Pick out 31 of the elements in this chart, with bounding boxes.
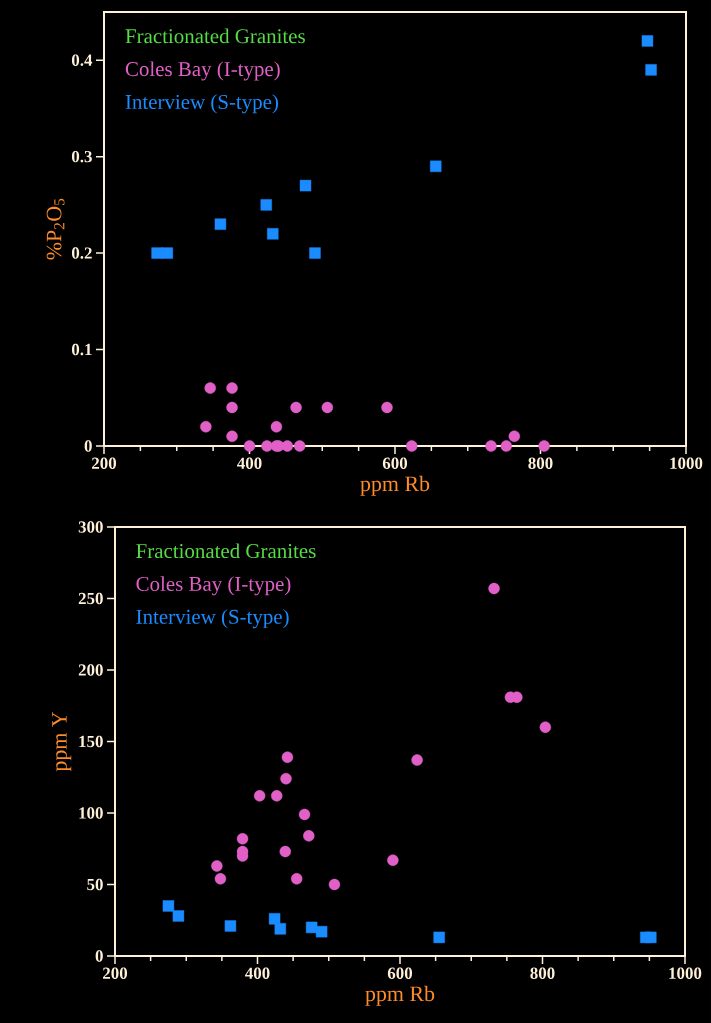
text: Interview (S-type) <box>136 609 289 629</box>
y-tick-label: 200 <box>78 664 103 676</box>
y-axis-title: %P$_{2}$O$_{5}$ <box>46 198 65 260</box>
y-tick-label: 250 <box>78 592 103 605</box>
x-tick-label: 200 <box>103 967 128 979</box>
text: Coles Bay (I-type) <box>125 61 280 81</box>
x-tick-label: 600 <box>387 967 413 979</box>
text: Interview (S-type) <box>125 94 278 114</box>
x-tick-label: 1000 <box>670 457 703 469</box>
x-tick-label: 600 <box>382 457 408 469</box>
y-tick-label: 300 <box>78 521 103 533</box>
x-tick-label: 400 <box>237 457 262 469</box>
legend-label: Fractionated Granites <box>125 28 305 44</box>
y-axis-title: ppm Y <box>52 711 72 772</box>
y-tick-label: 50 <box>87 878 103 891</box>
y-tick-label: 0.4 <box>71 54 93 66</box>
x-axis-title: ppm Rb <box>365 985 435 1006</box>
x-tick-label: 800 <box>530 967 555 979</box>
text: Coles Bay (I-type) <box>136 576 291 596</box>
y-tick-label: 0 <box>95 950 103 962</box>
x-tick-label: 1000 <box>669 967 702 979</box>
x-tick-label: 400 <box>245 967 270 979</box>
y-tick-label: 0.1 <box>71 343 92 356</box>
y-tick-label: 0.2 <box>71 247 92 259</box>
y-tick-label: 150 <box>79 735 103 748</box>
x-axis-title: ppm Rb <box>360 475 430 496</box>
x-tick-label: 800 <box>528 457 553 469</box>
legend-label: Fractionated Granites <box>136 543 316 559</box>
y-tick-label: 0 <box>84 440 92 452</box>
y-tick-label: 0.3 <box>71 150 92 163</box>
y-tick-label: 100 <box>79 807 103 819</box>
